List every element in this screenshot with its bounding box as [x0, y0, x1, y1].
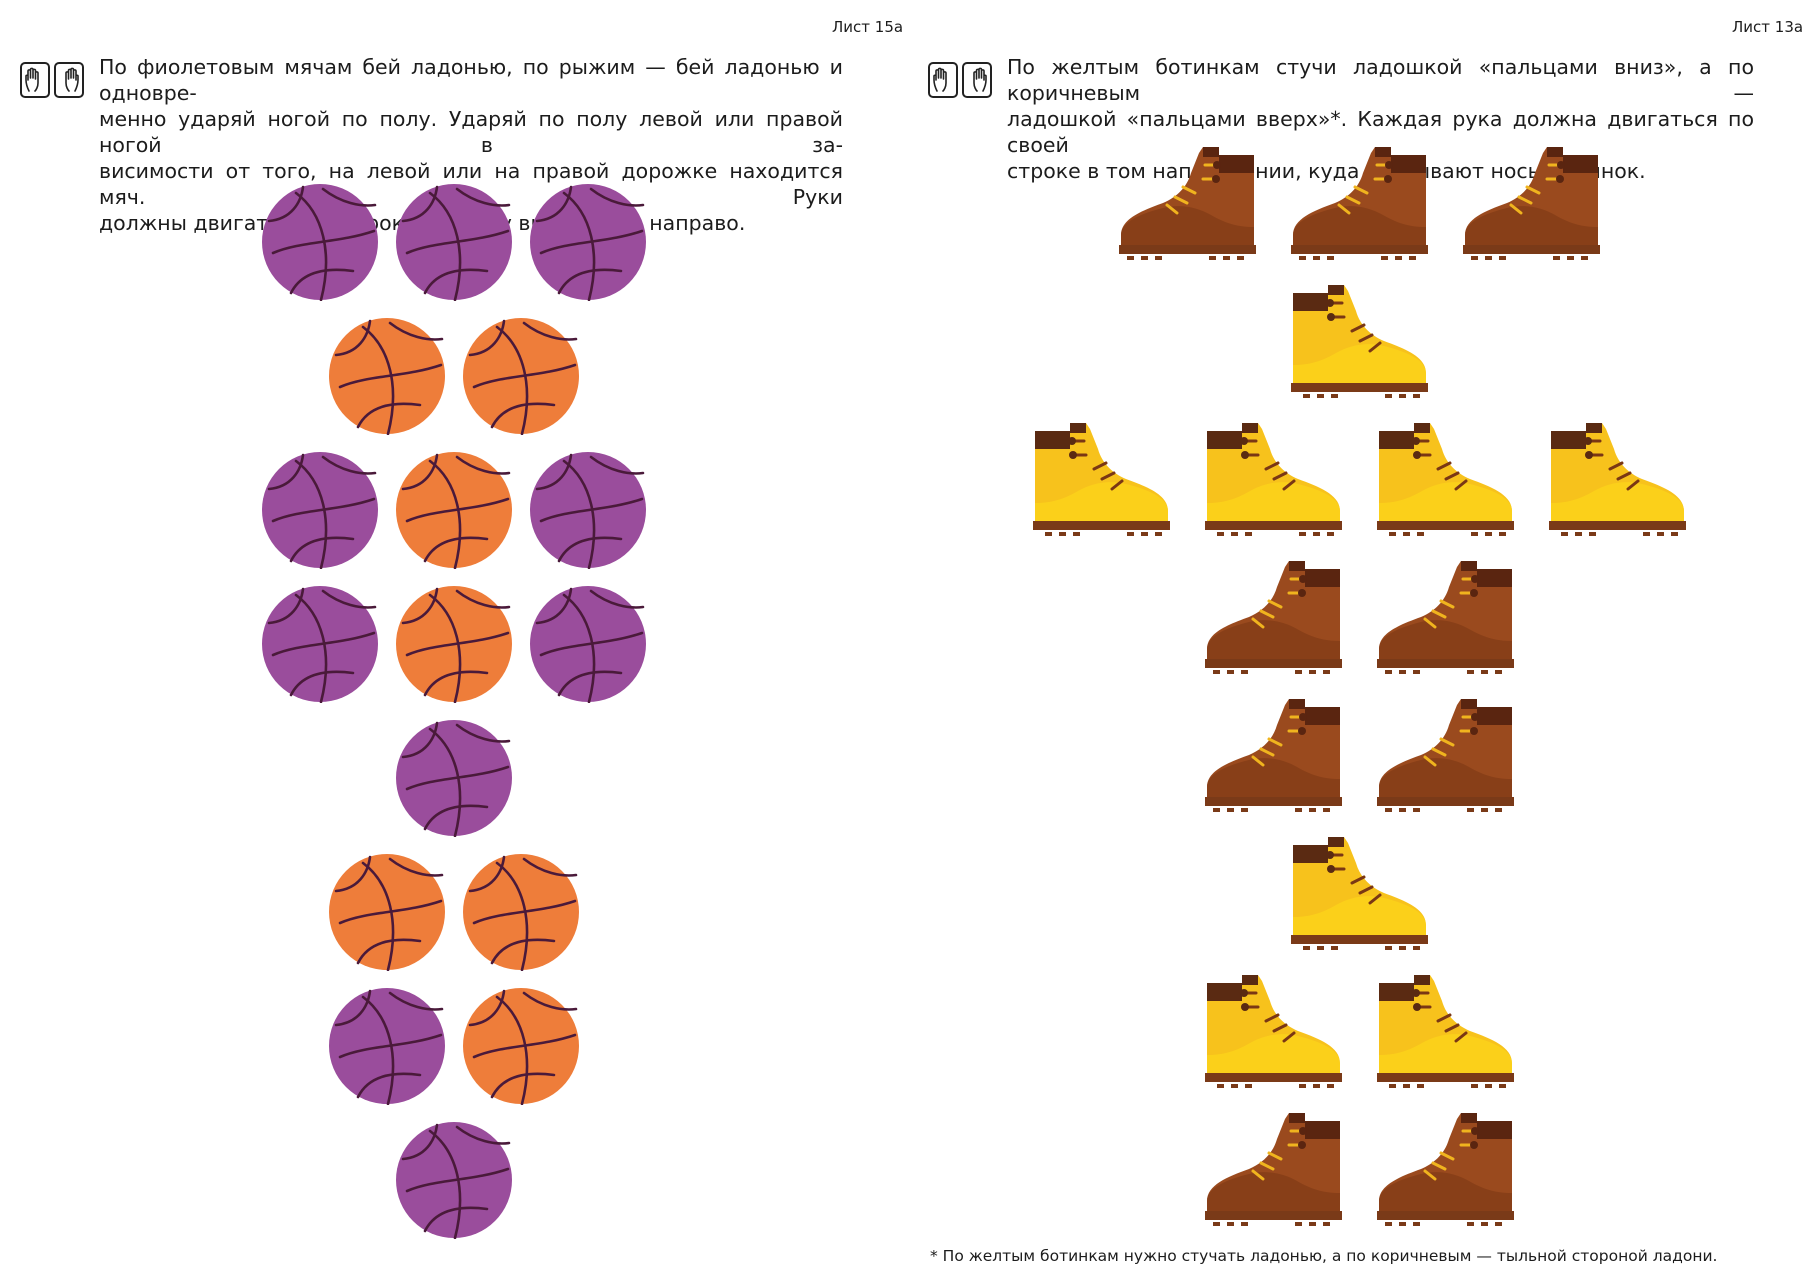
- orange-ball-icon: [328, 317, 446, 435]
- footnote: * По желтым ботинкам нужно стучать ладон…: [930, 1247, 1718, 1265]
- brown-boot-icon: [1463, 143, 1600, 263]
- instruction-line: По фиолетовым мячам бей ладонью, по рыжи…: [99, 55, 843, 105]
- left-hand-icons: [20, 62, 84, 98]
- yellow-boot-icon: [1377, 971, 1514, 1091]
- left-page-label: Лист 15а: [832, 18, 904, 36]
- orange-ball-icon: [328, 853, 446, 971]
- hand-palm-icon: [20, 62, 50, 98]
- brown-boot-icon: [1205, 695, 1342, 815]
- purple-ball-icon: [261, 451, 379, 569]
- purple-ball-icon: [261, 183, 379, 301]
- brown-boot-icon: [1205, 557, 1342, 677]
- purple-ball-icon: [395, 719, 513, 837]
- brown-boot-icon: [1119, 143, 1256, 263]
- yellow-boot-icon: [1033, 419, 1170, 539]
- brown-boot-icon: [1377, 1109, 1514, 1229]
- hand-palm-icon: [928, 62, 958, 98]
- brown-boot-icon: [1377, 557, 1514, 677]
- instruction-line: менно ударяй ногой по полу. Ударяй по по…: [99, 107, 843, 157]
- yellow-boot-icon: [1549, 419, 1686, 539]
- orange-ball-icon: [462, 317, 580, 435]
- purple-ball-icon: [261, 585, 379, 703]
- right-hand-icons: [928, 62, 992, 98]
- purple-ball-icon: [395, 1121, 513, 1239]
- instruction-line: ладошкой «пальцами вверх»*. Каждая рука …: [1007, 107, 1754, 157]
- purple-ball-icon: [529, 183, 647, 301]
- yellow-boot-icon: [1377, 419, 1514, 539]
- purple-ball-icon: [529, 451, 647, 569]
- brown-boot-icon: [1205, 1109, 1342, 1229]
- hand-palm-icon: [54, 62, 84, 98]
- orange-ball-icon: [462, 987, 580, 1105]
- right-page-label: Лист 13а: [1732, 18, 1804, 36]
- purple-ball-icon: [395, 183, 513, 301]
- hand-palm-icon: [962, 62, 992, 98]
- instruction-line: По желтым ботинкам стучи ладошкой «пальц…: [1007, 55, 1754, 105]
- orange-ball-icon: [395, 585, 513, 703]
- purple-ball-icon: [328, 987, 446, 1105]
- brown-boot-icon: [1377, 695, 1514, 815]
- yellow-boot-icon: [1205, 971, 1342, 1091]
- orange-ball-icon: [395, 451, 513, 569]
- yellow-boot-icon: [1205, 419, 1342, 539]
- yellow-boot-icon: [1291, 281, 1428, 401]
- orange-ball-icon: [462, 853, 580, 971]
- yellow-boot-icon: [1291, 833, 1428, 953]
- brown-boot-icon: [1291, 143, 1428, 263]
- purple-ball-icon: [529, 585, 647, 703]
